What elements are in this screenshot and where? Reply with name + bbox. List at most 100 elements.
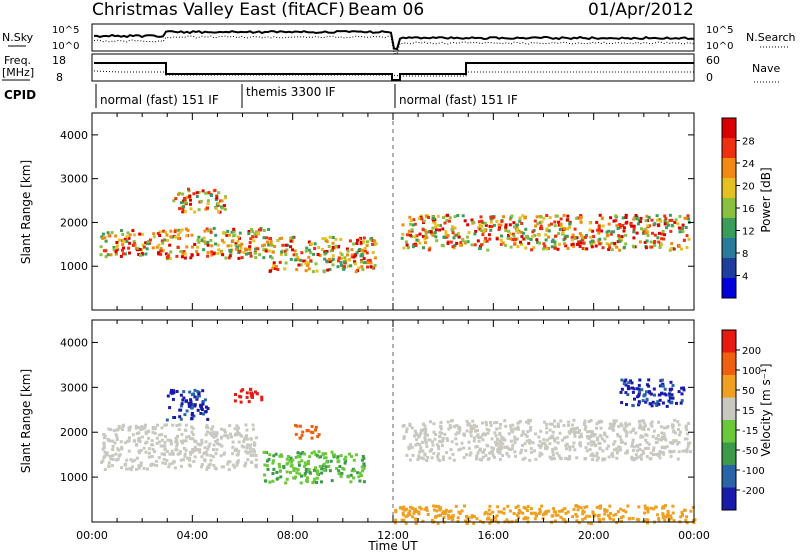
colorbar-tick-label: 200: [742, 346, 761, 357]
heatmap-cell: [557, 223, 561, 227]
heatmap-cell: [316, 472, 320, 476]
heatmap-cell: [236, 235, 240, 239]
heatmap-cell: [637, 505, 641, 509]
heatmap-cell: [357, 266, 361, 270]
heatmap-cell: [612, 419, 616, 423]
heatmap-cell: [489, 518, 493, 522]
heatmap-cell: [598, 506, 602, 510]
heatmap-cell: [478, 519, 482, 523]
heatmap-cell: [331, 245, 335, 249]
heatmap-cell: [179, 458, 183, 462]
heatmap-cell: [413, 222, 417, 226]
heatmap-cell: [177, 192, 180, 196]
heatmap-cell: [423, 228, 427, 232]
heatmap-cell: [621, 216, 625, 220]
heatmap-cell: [548, 216, 552, 220]
heatmap-cell: [551, 434, 555, 438]
heatmap-cell: [643, 504, 647, 508]
heatmap-cell: [498, 443, 502, 447]
heatmap-cell: [553, 243, 557, 247]
heatmap-cell: [197, 392, 201, 396]
heatmap-cell: [507, 233, 510, 237]
heatmap-cell: [216, 438, 220, 442]
heatmap-cell: [185, 399, 188, 403]
heatmap-cell: [633, 397, 636, 401]
heatmap-cell: [221, 239, 224, 243]
heatmap-cell: [244, 461, 248, 465]
heatmap-cell: [420, 429, 424, 433]
heatmap-cell: [180, 432, 184, 436]
heatmap-cell: [157, 440, 161, 444]
heatmap-cell: [411, 506, 415, 510]
heatmap-cell: [147, 241, 151, 245]
heatmap-cell: [568, 222, 572, 226]
heatmap-cell: [609, 216, 613, 220]
heatmap-cell: [535, 215, 539, 219]
heatmap-cell: [244, 423, 248, 427]
heatmap-cell: [298, 455, 302, 459]
heatmap-cell: [197, 190, 201, 194]
heatmap-cell: [660, 435, 664, 439]
heatmap-cell: [138, 440, 142, 443]
heatmap-cell: [366, 259, 370, 263]
heatmap-cell: [615, 224, 619, 228]
heatmap-cell: [144, 430, 148, 434]
heatmap-cell: [144, 450, 148, 454]
heatmap-cell: [213, 466, 217, 470]
heatmap-cell: [456, 231, 460, 235]
heatmap-cell: [408, 229, 411, 233]
heatmap-cell: [206, 199, 210, 203]
heatmap-cell: [195, 397, 199, 401]
heatmap-cell: [182, 250, 186, 253]
heatmap-cell: [142, 245, 146, 249]
heatmap-cell: [481, 421, 484, 425]
heatmap-cell: [452, 236, 456, 240]
heatmap-cell: [186, 195, 190, 199]
heatmap-cell: [659, 219, 663, 223]
heatmap-cell: [190, 253, 194, 257]
heatmap-cell: [358, 248, 362, 251]
heatmap-cell: [173, 230, 177, 234]
heatmap-cell: [496, 437, 499, 441]
heatmap-cell: [595, 220, 599, 224]
colorbar-tick-label: 24: [742, 159, 755, 170]
heatmap-cell: [642, 428, 646, 431]
heatmap-cell: [223, 434, 227, 438]
heatmap-cell: [684, 518, 688, 522]
heatmap-cell: [178, 415, 182, 419]
heatmap-cell: [121, 243, 125, 246]
y-tick-label: 1000: [60, 471, 88, 484]
heatmap-cell: [298, 472, 302, 476]
heatmap-cell: [581, 518, 585, 522]
heatmap-cell: [407, 511, 411, 515]
heatmap-cell: [591, 510, 595, 514]
heatmap-cell: [206, 206, 209, 210]
cpid-segment-2: themis 3300 IF: [246, 85, 336, 99]
heatmap-cell: [681, 449, 685, 453]
heatmap-cell: [134, 424, 138, 428]
heatmap-cell: [216, 442, 220, 446]
heatmap-cell: [262, 236, 266, 240]
heatmap-cell: [641, 449, 645, 453]
noise-right-tick-bottom: 10^0: [706, 41, 733, 52]
heatmap-cell: [644, 219, 648, 223]
heatmap-cell: [545, 509, 549, 513]
heatmap-cell: [406, 233, 410, 237]
heatmap-cell: [447, 514, 450, 517]
heatmap-cell: [425, 444, 429, 448]
heatmap-cell: [361, 469, 364, 473]
heatmap-cell: [339, 237, 343, 241]
heatmap-cell: [245, 428, 249, 432]
heatmap-cell: [405, 427, 409, 431]
heatmap-cell: [222, 204, 226, 208]
heatmap-cell: [527, 241, 531, 245]
heatmap-cell: [252, 239, 256, 243]
heatmap-cell: [586, 442, 590, 446]
heatmap-cell: [223, 430, 227, 434]
heatmap-cell: [144, 432, 148, 436]
heatmap-cell: [571, 242, 575, 246]
heatmap-cell: [643, 511, 647, 515]
heatmap-cell: [214, 440, 218, 443]
heatmap-cell: [488, 224, 492, 228]
heatmap-cell: [503, 243, 507, 247]
